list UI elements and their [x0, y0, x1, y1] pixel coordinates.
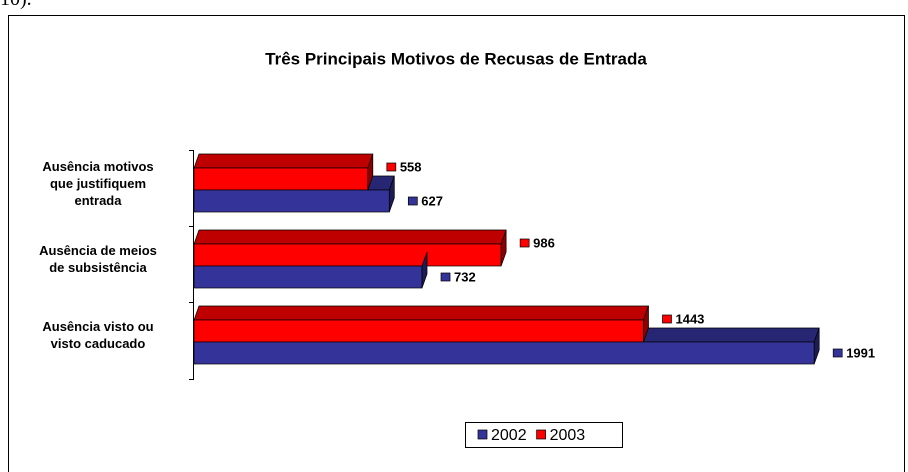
bar: [193, 265, 423, 289]
chart-title: Três Principais Motivos de Recusas de En…: [265, 49, 647, 68]
value-label-key: [407, 196, 418, 206]
value-label-key: [440, 272, 451, 282]
bar-side-face: [421, 251, 428, 289]
value-label-key: [662, 314, 672, 324]
value-label-key: [519, 238, 530, 248]
legend-swatch: [477, 429, 488, 440]
value-label: 732: [454, 269, 476, 284]
bar-top-face: [193, 229, 507, 245]
category-label: Ausência motivos que justifiquem entrada: [42, 158, 154, 208]
bar-side-face: [500, 229, 507, 267]
value-label: 1443: [675, 311, 704, 326]
bar-side-face: [643, 305, 649, 343]
category-label: Ausência visto ou visto caducado: [42, 319, 154, 351]
bar-side-face: [813, 327, 820, 365]
chart-border: [8, 15, 905, 472]
bar: [193, 341, 815, 365]
bar-top-face: [193, 153, 374, 169]
text-fragment: 10).: [0, 0, 32, 11]
bar-top-face: [193, 305, 649, 321]
value-label-key: [386, 162, 397, 172]
legend-label: 2002: [491, 427, 527, 444]
bar-side-face: [367, 153, 374, 191]
bar: [193, 243, 502, 267]
category-label: Ausência de meios de subsistência: [39, 243, 157, 275]
value-label: 1991: [846, 345, 875, 360]
value-label: 627: [421, 193, 443, 208]
legend-label: 2003: [550, 427, 586, 444]
legend-swatch: [536, 429, 546, 440]
bar: [193, 167, 369, 191]
value-label-key: [832, 348, 843, 358]
bar: [193, 319, 644, 343]
bar: [193, 189, 390, 213]
bar-side-face: [388, 175, 395, 213]
value-label: 986: [533, 235, 555, 250]
value-label: 558: [400, 159, 422, 174]
